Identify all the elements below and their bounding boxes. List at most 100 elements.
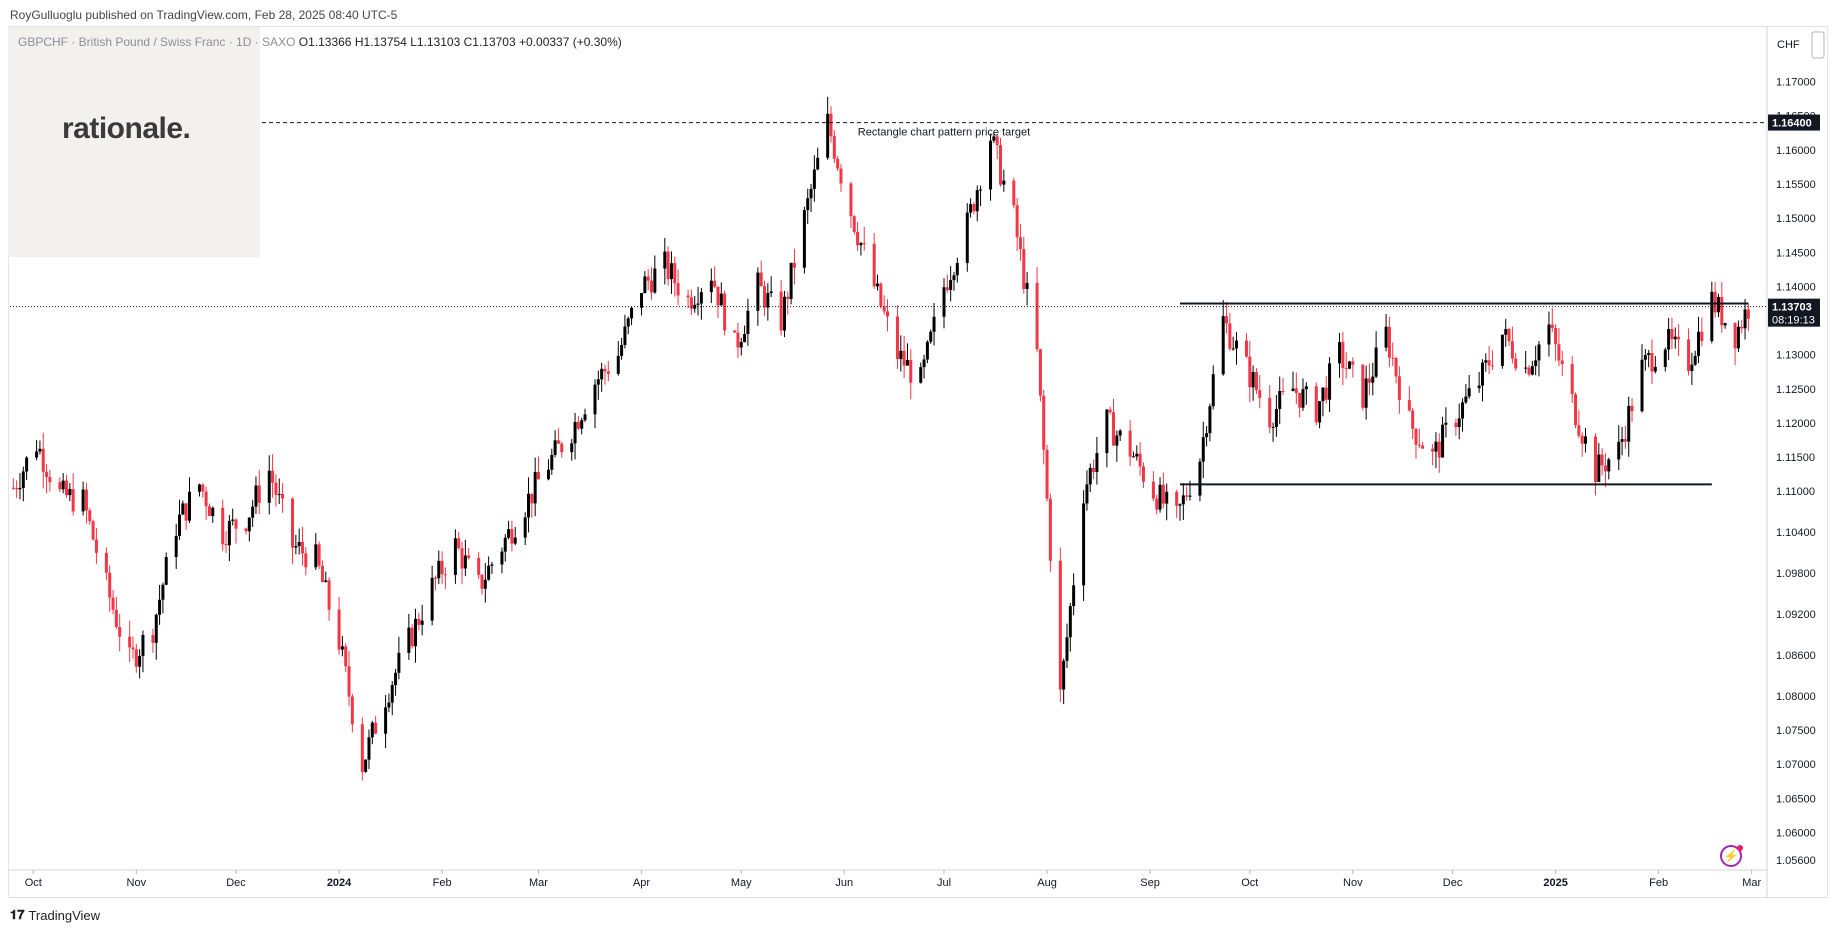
candle-body bbox=[1623, 439, 1627, 442]
candle-body bbox=[483, 579, 487, 589]
candle-body bbox=[1298, 392, 1302, 408]
candle-body bbox=[1324, 387, 1328, 400]
candle-body bbox=[576, 421, 580, 429]
candle-body bbox=[1268, 397, 1272, 428]
candle-body bbox=[1687, 339, 1691, 372]
candle-body bbox=[792, 262, 796, 268]
candle-body bbox=[989, 140, 993, 190]
candle-body bbox=[1095, 453, 1099, 472]
candle-body bbox=[1092, 467, 1096, 472]
candle-body bbox=[138, 655, 142, 667]
candle-body bbox=[663, 251, 667, 269]
candle-body bbox=[254, 485, 258, 507]
candle-body bbox=[320, 565, 324, 582]
candle-body bbox=[507, 529, 511, 538]
candle-body bbox=[154, 614, 158, 643]
candle-body bbox=[1072, 585, 1076, 607]
candle-body bbox=[1158, 484, 1162, 510]
candle-body bbox=[18, 488, 22, 490]
ohlc-low: L1.13103 bbox=[410, 35, 461, 49]
candle-body bbox=[128, 636, 132, 648]
candle-body bbox=[533, 472, 537, 504]
candle-body bbox=[224, 544, 228, 546]
candle-body bbox=[410, 627, 414, 647]
candle-body bbox=[1271, 426, 1275, 428]
candle-body bbox=[929, 331, 933, 342]
candle-body bbox=[1045, 449, 1049, 499]
candle-body bbox=[1112, 412, 1116, 446]
candle-body bbox=[1118, 430, 1122, 436]
candle-body bbox=[623, 326, 627, 346]
candle-body bbox=[68, 489, 72, 496]
candle-body bbox=[1700, 331, 1704, 342]
candle-body bbox=[979, 189, 983, 191]
candle-body bbox=[513, 537, 517, 544]
candle-body bbox=[1015, 205, 1019, 238]
candle-body bbox=[1670, 329, 1674, 340]
candle-body bbox=[1278, 391, 1282, 409]
candle-body bbox=[1012, 180, 1016, 206]
candle-body bbox=[1560, 360, 1564, 365]
y-tick-label: 1.09200 bbox=[1776, 609, 1816, 621]
candle-body bbox=[839, 168, 843, 184]
candle-body bbox=[709, 280, 713, 293]
candle-body bbox=[1228, 323, 1232, 349]
current-price-label: 1.13703 bbox=[1772, 302, 1812, 314]
candle-body bbox=[1165, 491, 1169, 504]
candle-body bbox=[1650, 352, 1654, 372]
candle-body bbox=[118, 626, 122, 637]
candle-body bbox=[992, 136, 996, 141]
candle-body bbox=[1321, 387, 1325, 402]
candle-body bbox=[1464, 396, 1468, 403]
candle-body bbox=[271, 470, 275, 483]
candle-body bbox=[1205, 433, 1209, 438]
candle-body bbox=[131, 647, 135, 650]
candle-body bbox=[207, 506, 211, 516]
candle-body bbox=[1490, 365, 1494, 367]
candle-body bbox=[1647, 352, 1651, 356]
candle-body bbox=[1643, 355, 1647, 360]
candle-body bbox=[1617, 441, 1621, 460]
candle-body bbox=[340, 646, 344, 650]
candle-body bbox=[1407, 399, 1411, 411]
candle-body bbox=[158, 599, 162, 615]
y-tick-label: 1.15000 bbox=[1776, 213, 1816, 225]
candle-body bbox=[763, 286, 767, 308]
y-tick-label: 1.06000 bbox=[1776, 827, 1816, 839]
candle-body bbox=[1500, 334, 1504, 366]
lightning-icon[interactable]: ⚡ bbox=[1720, 845, 1742, 867]
candle-body bbox=[247, 517, 251, 532]
candle-body bbox=[297, 541, 301, 547]
y-tick-label: 1.12000 bbox=[1776, 418, 1816, 430]
candle-body bbox=[902, 350, 906, 366]
candle-body bbox=[546, 469, 550, 480]
x-tick-label: Aug bbox=[1037, 877, 1057, 889]
candle-body bbox=[1248, 356, 1252, 388]
candle-body bbox=[1225, 316, 1229, 324]
candle-body bbox=[1710, 291, 1714, 342]
candle-body bbox=[1507, 328, 1511, 342]
candle-body bbox=[616, 355, 620, 374]
candle-body bbox=[1181, 495, 1185, 505]
footer-brand[interactable]: 𝟏𝟕 TradingView bbox=[10, 907, 100, 923]
candle-body bbox=[440, 560, 444, 575]
candle-body bbox=[1155, 498, 1159, 510]
x-tick-label: Oct bbox=[1241, 877, 1258, 889]
candle-body bbox=[443, 574, 447, 576]
x-tick-label: Jul bbox=[937, 877, 951, 889]
x-tick-label: 2025 bbox=[1543, 877, 1567, 889]
candle-body bbox=[227, 520, 231, 546]
candle-body bbox=[291, 498, 295, 548]
candle-body bbox=[1524, 367, 1528, 369]
candle-body bbox=[1740, 326, 1744, 329]
candle-body bbox=[922, 359, 926, 368]
candle-body bbox=[975, 190, 979, 212]
candle-body bbox=[1584, 436, 1588, 444]
footer-brand-label: TradingView bbox=[28, 907, 101, 923]
candle-body bbox=[816, 157, 820, 170]
candle-body bbox=[327, 580, 331, 610]
candle-body bbox=[1600, 454, 1604, 466]
candle-body bbox=[314, 544, 318, 568]
candle-body bbox=[1414, 428, 1418, 445]
